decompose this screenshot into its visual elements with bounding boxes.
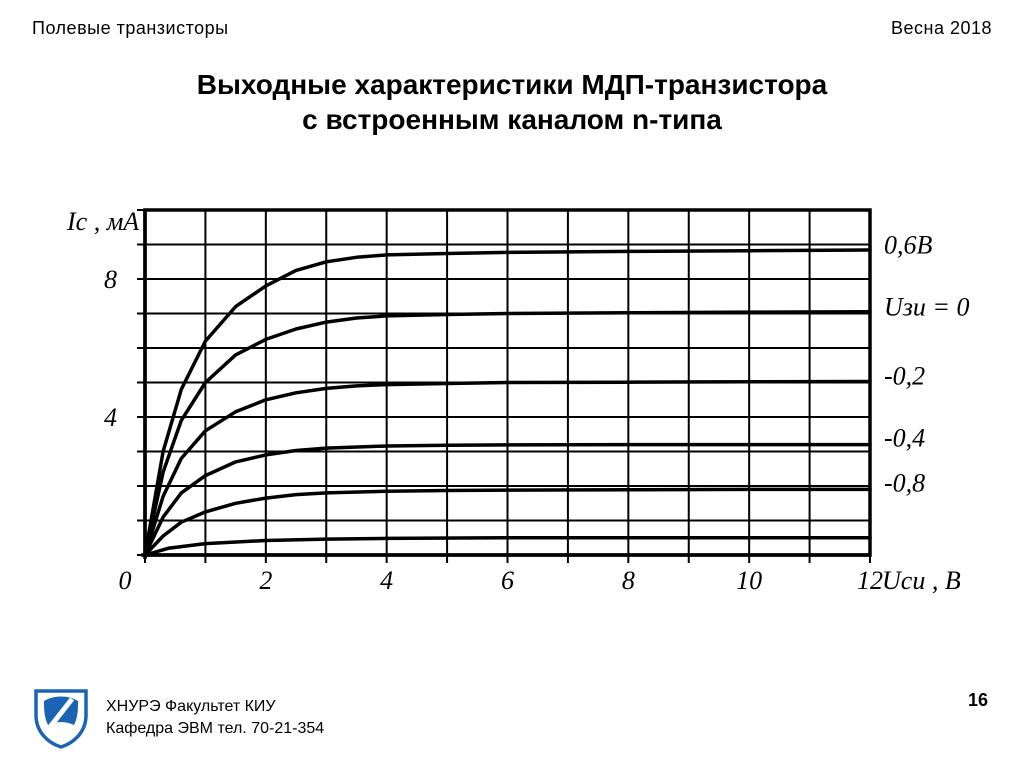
svg-text:Uси , В: Uси , В [882, 566, 961, 595]
svg-text:8: 8 [622, 566, 635, 595]
page-title: Выходные характеристики МДП-транзистора … [0, 67, 1024, 137]
svg-text:0: 0 [119, 566, 132, 595]
title-line-2: с встроенным каналом n-типа [0, 102, 1024, 137]
svg-text:10: 10 [736, 566, 762, 595]
header-right: Весна 2018 [891, 18, 992, 39]
university-logo-icon [30, 687, 92, 749]
chart-svg: 0 2 4 6 8 10 12 4 8 Iс , мА Uси , В 0,6В Uзи = 0 -0,2… [50, 200, 980, 630]
footer-line-1: ХНУРЭ Факультет КИУ [106, 696, 324, 718]
svg-text:4: 4 [380, 566, 393, 595]
svg-text:-0,8: -0,8 [884, 468, 925, 497]
svg-text:8: 8 [104, 265, 117, 294]
svg-text:4: 4 [104, 403, 117, 432]
svg-text:2: 2 [259, 566, 272, 595]
svg-text:12: 12 [857, 566, 883, 595]
svg-text:0,6В: 0,6В [884, 230, 933, 259]
title-line-1: Выходные характеристики МДП-транзистора [0, 67, 1024, 102]
output-characteristics-chart: 0 2 4 6 8 10 12 4 8 Iс , мА Uси , В 0,6В Uзи = 0 -0,2… [50, 200, 980, 630]
header-left: Полевые транзисторы [32, 18, 229, 39]
svg-text:Iс , мА: Iс , мА [66, 207, 139, 236]
footer: ХНУРЭ Факультет КИУ Кафедра ЭВМ тел. 70-… [30, 687, 324, 749]
svg-text:Uзи = 0: Uзи = 0 [884, 293, 969, 322]
svg-text:-0,2: -0,2 [884, 362, 925, 391]
svg-text:-0,4: -0,4 [884, 424, 925, 453]
svg-text:6: 6 [501, 566, 514, 595]
page-number: 16 [968, 690, 988, 711]
footer-line-2: Кафедра ЭВМ тел. 70-21-354 [106, 718, 324, 740]
